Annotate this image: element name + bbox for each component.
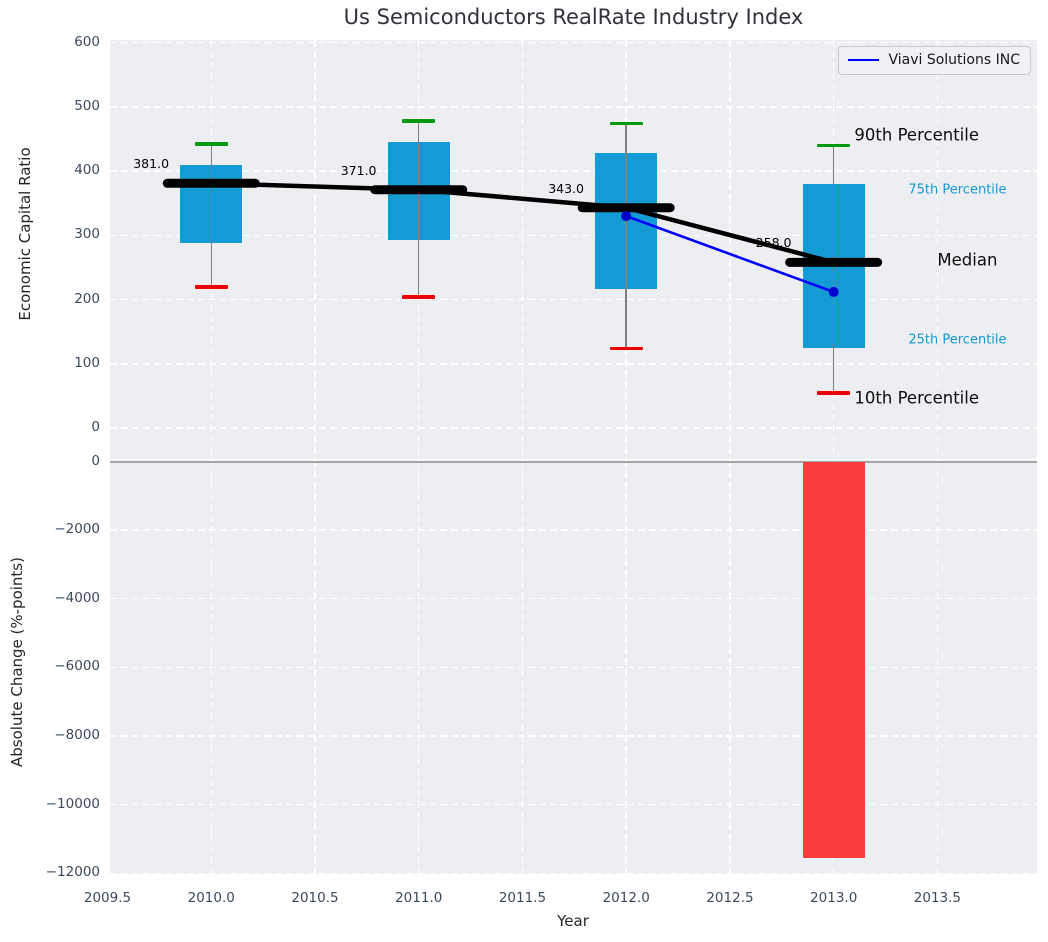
y-tick-label: −8000	[54, 727, 100, 744]
y-tick-label: −4000	[54, 589, 100, 606]
gridline	[110, 106, 1037, 108]
legend-line-sample	[848, 59, 880, 61]
annotation-10th-percentile: 10th Percentile	[854, 388, 979, 408]
gridline	[521, 40, 524, 459]
y-tick-label: −10000	[45, 795, 100, 812]
y-tick-label: 300	[74, 226, 100, 243]
x-tick-label: 2013.0	[810, 890, 858, 906]
gridline	[936, 40, 939, 459]
x-tick-label: 2010.0	[187, 890, 235, 906]
gridline	[110, 529, 1037, 531]
legend: Viavi Solutions INC	[838, 46, 1031, 75]
median-value-label-2010: 381.0	[133, 156, 170, 172]
y-tick-label: 200	[74, 290, 100, 307]
y-tick-label: 0	[91, 419, 100, 436]
x-tick-label: 2011.5	[498, 890, 547, 906]
y-tick-label: −12000	[45, 864, 100, 881]
company-point-2013	[828, 286, 839, 297]
gridline	[729, 40, 731, 459]
legend-label: Viavi Solutions INC	[888, 52, 1020, 68]
top-plot-area: Viavi Solutions INC 381.0 371.0 343.0 258.0…	[110, 40, 1037, 459]
gridline	[210, 460, 212, 874]
cap-10th-2010	[194, 284, 228, 289]
gridline	[110, 234, 1037, 237]
gridline	[418, 460, 420, 874]
y-axis-label-bottom: Absolute Change (%-points)	[8, 557, 26, 767]
gridline	[625, 460, 627, 874]
gridline	[521, 460, 524, 874]
y-tick-label: 600	[74, 33, 100, 50]
gridline	[110, 872, 1037, 874]
gridline	[110, 803, 1037, 806]
median-value-label-2011: 371.0	[340, 162, 377, 178]
gridline	[110, 666, 1037, 669]
gridline	[110, 170, 1037, 172]
whisker-2010	[210, 144, 212, 287]
x-tick-label: 2010.5	[291, 890, 339, 906]
cap-10th-2013	[817, 391, 851, 395]
y-tick-label: 500	[74, 97, 100, 114]
gridline	[314, 460, 316, 874]
gridline	[314, 40, 316, 459]
y-tick-label: −6000	[54, 658, 100, 675]
median-trend-line	[211, 181, 835, 265]
gridline	[936, 460, 939, 874]
x-tick-label: 2011.0	[395, 890, 443, 906]
cap-90th-2011	[402, 119, 436, 123]
median-value-label-2012: 343.0	[548, 180, 584, 196]
x-tick-label: 2013.5	[913, 890, 962, 906]
gridline	[110, 735, 1037, 737]
gridline	[110, 598, 1037, 600]
cap-10th-2011	[402, 295, 436, 299]
y-tick-label: −2000	[54, 521, 100, 538]
whisker-2012	[625, 123, 627, 349]
company-point-2012	[621, 211, 632, 222]
y-axis-label-top: Economic Capital Ratio	[16, 147, 34, 321]
y-tick-label: 400	[74, 162, 100, 179]
whisker-2011	[418, 120, 420, 298]
annotation-median: Median	[937, 250, 998, 270]
bottom-plot-area	[110, 460, 1037, 874]
y-tick-label: 100	[74, 354, 100, 371]
x-tick-label: 2012.5	[706, 890, 754, 906]
cap-10th-2012	[609, 346, 643, 351]
annotation-25th-percentile: 25th Percentile	[908, 332, 1007, 348]
zero-axis-line	[110, 460, 1037, 463]
change-bar-2013	[802, 461, 865, 858]
x-tick-label: 2012.0	[602, 890, 650, 906]
gridline	[729, 460, 731, 874]
x-tick-label: 2009.5	[83, 890, 132, 906]
cap-90th-2012	[609, 121, 643, 126]
cap-90th-2010	[194, 142, 228, 146]
y-tick-label: 0	[91, 452, 100, 469]
gridline	[110, 363, 1037, 365]
annotation-75th-percentile: 75th Percentile	[908, 182, 1007, 198]
gridline	[110, 427, 1037, 429]
x-axis-label: Year	[557, 912, 589, 930]
gridline	[110, 41, 1037, 44]
gridline	[110, 298, 1037, 301]
chart-title: Us Semiconductors RealRate Industry Inde…	[343, 5, 804, 29]
company-line	[625, 214, 835, 294]
whisker-2013	[832, 145, 835, 393]
annotation-90th-percentile: 90th Percentile	[854, 125, 979, 145]
cap-90th-2013	[817, 143, 851, 148]
lines-overlay	[162, 178, 883, 297]
